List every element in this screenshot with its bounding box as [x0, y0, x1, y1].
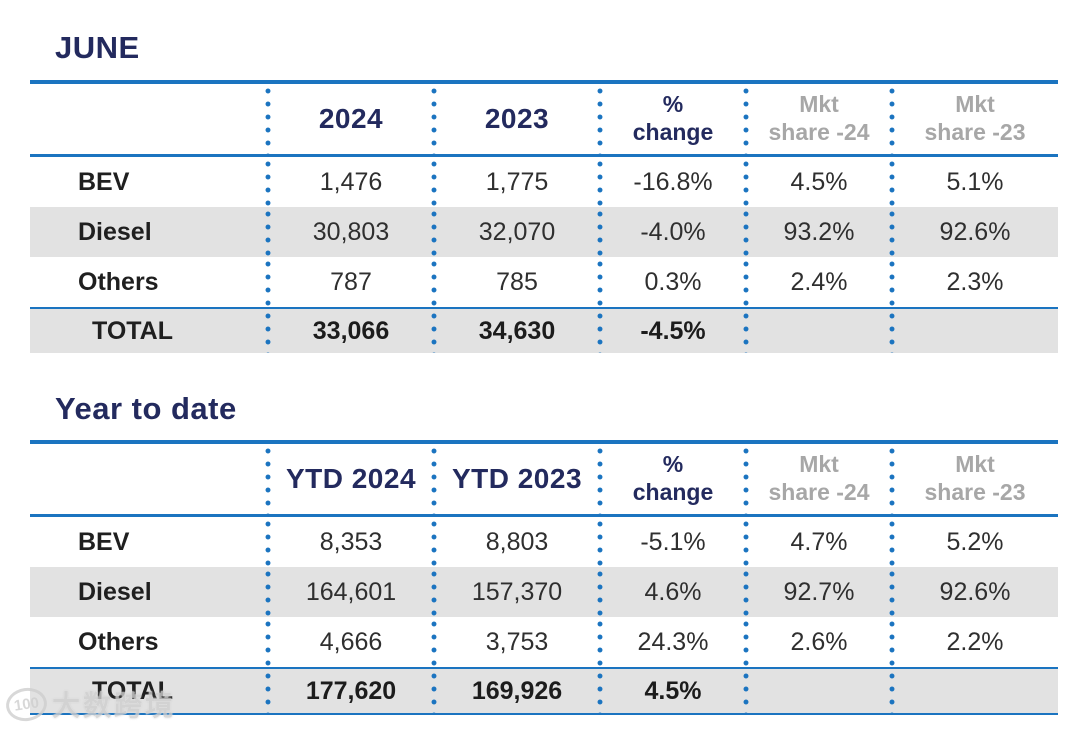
june-row-bev: BEV 1,476 1,775 -16.8% 4.5% 5.1%: [30, 157, 1058, 207]
total-ytd-2024: 177,620: [265, 669, 434, 713]
pct-line2: change: [632, 119, 714, 145]
ytd-header-mkt-share-24: Mkt share -24: [743, 444, 892, 514]
june-header-2024: 2024: [265, 84, 434, 154]
mkt24-line2: share -24: [768, 119, 870, 145]
total-label: TOTAL: [92, 676, 174, 705]
others-ytd-pct-change: 24.3%: [597, 617, 746, 667]
diesel-mkt-24: 93.2%: [743, 207, 892, 257]
ytd-header-2024: YTD 2024: [265, 444, 434, 514]
row-label: Diesel: [78, 217, 152, 246]
row-label: Others: [78, 267, 159, 296]
total-2024: 33,066: [265, 309, 434, 353]
row-label: BEV: [78, 167, 130, 196]
bev-mkt-24: 4.5%: [743, 157, 892, 207]
bev-mkt-23: 5.1%: [889, 157, 1058, 207]
total-ytd-pct-change: 4.5%: [597, 669, 746, 713]
others-ytd-2023: 3,753: [431, 617, 600, 667]
total-ytd-2023: 169,926: [431, 669, 600, 713]
others-ytd-mkt-24: 2.6%: [743, 617, 892, 667]
diesel-2024: 30,803: [265, 207, 434, 257]
diesel-pct-change: -4.0%: [597, 207, 746, 257]
bev-ytd-mkt-24: 4.7%: [743, 517, 892, 567]
mkt24-line2: share -24: [768, 479, 870, 505]
june-row-others: Others 787 785 0.3% 2.4% 2.3%: [30, 257, 1058, 307]
diesel-mkt-23: 92.6%: [889, 207, 1058, 257]
ytd-title: Year to date: [55, 391, 237, 426]
others-mkt-23: 2.3%: [889, 257, 1058, 307]
ytd-header-empty: [30, 444, 268, 514]
june-header-mkt-share-24: Mkt share -24: [743, 84, 892, 154]
others-2024: 787: [265, 257, 434, 307]
ytd-header-row: YTD 2024 YTD 2023 % change Mkt share -24…: [30, 444, 1058, 517]
june-header-2023: 2023: [431, 84, 600, 154]
diesel-2023: 32,070: [431, 207, 600, 257]
ytd-row-bev: BEV 8,353 8,803 -5.1% 4.7% 5.2%: [30, 517, 1058, 567]
bev-pct-change: -16.8%: [597, 157, 746, 207]
tables-area: JUNE 2024 2023 % change Mkt share -24 Mk…: [30, 0, 1058, 715]
others-2023: 785: [431, 257, 600, 307]
bev-ytd-2024: 8,353: [265, 517, 434, 567]
others-ytd-2024: 4,666: [265, 617, 434, 667]
total-ytd-mkt-23: [889, 669, 1058, 713]
row-label: Others: [78, 627, 159, 656]
mkt23-line2: share -23: [924, 119, 1026, 145]
ytd-row-diesel: Diesel 164,601 157,370 4.6% 92.7% 92.6%: [30, 567, 1058, 617]
june-table: 2024 2023 % change Mkt share -24 Mkt sha…: [30, 80, 1058, 353]
june-title: JUNE: [55, 30, 140, 65]
bev-2024: 1,476: [265, 157, 434, 207]
june-row-total: TOTAL 33,066 34,630 -4.5%: [30, 307, 1058, 353]
june-row-diesel: Diesel 30,803 32,070 -4.0% 93.2% 92.6%: [30, 207, 1058, 257]
ytd-row-others: Others 4,666 3,753 24.3% 2.6% 2.2%: [30, 617, 1058, 667]
mkt23-line1: Mkt: [955, 451, 995, 478]
bev-ytd-2023: 8,803: [431, 517, 600, 567]
june-header-empty: [30, 84, 268, 154]
others-mkt-24: 2.4%: [743, 257, 892, 307]
mkt24-line1: Mkt: [799, 91, 839, 118]
row-label: BEV: [78, 527, 130, 556]
june-header-row: 2024 2023 % change Mkt share -24 Mkt sha…: [30, 84, 1058, 157]
diesel-ytd-2024: 164,601: [265, 567, 434, 617]
bev-ytd-pct-change: -5.1%: [597, 517, 746, 567]
ytd-header-2023: YTD 2023: [431, 444, 600, 514]
total-2023: 34,630: [431, 309, 600, 353]
bev-2023: 1,775: [431, 157, 600, 207]
mkt23-line1: Mkt: [955, 91, 995, 118]
june-header-mkt-share-23: Mkt share -23: [889, 84, 1058, 154]
ytd-table: YTD 2024 YTD 2023 % change Mkt share -24…: [30, 440, 1058, 715]
total-ytd-mkt-24: [743, 669, 892, 713]
total-mkt-24: [743, 309, 892, 353]
others-ytd-mkt-23: 2.2%: [889, 617, 1058, 667]
total-mkt-23: [889, 309, 1058, 353]
june-header-pct-change: % change: [597, 84, 746, 154]
total-pct-change: -4.5%: [597, 309, 746, 353]
diesel-ytd-pct-change: 4.6%: [597, 567, 746, 617]
pct-line1: %: [662, 91, 684, 118]
diesel-ytd-2023: 157,370: [431, 567, 600, 617]
mkt23-line2: share -23: [924, 479, 1026, 505]
pct-line2: change: [632, 479, 714, 505]
ytd-header-mkt-share-23: Mkt share -23: [889, 444, 1058, 514]
row-label: Diesel: [78, 577, 152, 606]
bev-ytd-mkt-23: 5.2%: [889, 517, 1058, 567]
diesel-ytd-mkt-23: 92.6%: [889, 567, 1058, 617]
ytd-header-pct-change: % change: [597, 444, 746, 514]
pct-line1: %: [662, 451, 684, 478]
others-pct-change: 0.3%: [597, 257, 746, 307]
diesel-ytd-mkt-24: 92.7%: [743, 567, 892, 617]
ytd-row-total: TOTAL 177,620 169,926 4.5%: [30, 667, 1058, 715]
total-label: TOTAL: [92, 316, 174, 345]
mkt24-line1: Mkt: [799, 451, 839, 478]
